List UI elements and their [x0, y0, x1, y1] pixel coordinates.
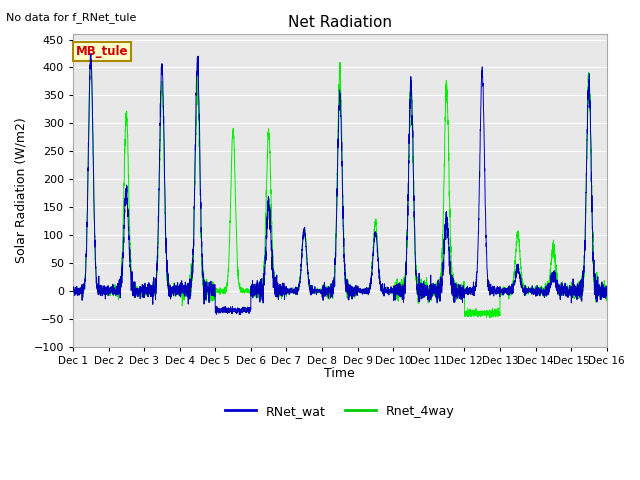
Title: Net Radiation: Net Radiation — [288, 15, 392, 30]
Y-axis label: Solar Radiation (W/m2): Solar Radiation (W/m2) — [15, 118, 28, 263]
Text: MB_tule: MB_tule — [76, 45, 128, 58]
X-axis label: Time: Time — [324, 367, 355, 380]
Text: No data for f_RNet_tule: No data for f_RNet_tule — [6, 12, 137, 23]
Legend: RNet_wat, Rnet_4way: RNet_wat, Rnet_4way — [220, 400, 460, 423]
